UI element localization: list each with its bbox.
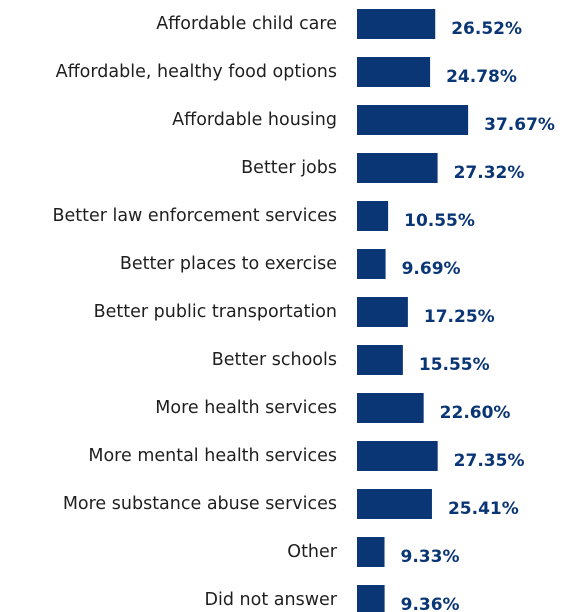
bar: [357, 489, 432, 519]
category-label: Affordable child care: [156, 14, 337, 34]
category-label: Better public transportation: [94, 302, 337, 322]
category-labels-group: Affordable child care Affordable, healthy…: [52, 14, 337, 610]
category-label: More mental health services: [88, 446, 337, 466]
value-label: 9.33%: [401, 547, 460, 567]
bar: [357, 201, 389, 231]
bar: [357, 393, 424, 423]
category-label: Better places to exercise: [120, 254, 337, 274]
bar: [357, 441, 438, 471]
value-label: 27.35%: [454, 451, 525, 471]
category-label: Better jobs: [241, 158, 337, 178]
bar: [357, 585, 385, 612]
value-label: 26.52%: [451, 19, 522, 39]
category-label: More substance abuse services: [63, 494, 337, 514]
bar: [357, 153, 438, 183]
bar: [357, 297, 408, 327]
bar: [357, 9, 436, 39]
value-label: 9.69%: [402, 259, 461, 279]
value-label: 17.25%: [424, 307, 495, 327]
bar: [357, 57, 431, 87]
category-label: Better schools: [212, 350, 337, 370]
category-label: Affordable housing: [172, 110, 337, 130]
category-label: More health services: [155, 398, 337, 418]
bar: [357, 345, 403, 375]
category-label: Did not answer: [205, 590, 338, 610]
bar: [357, 105, 469, 135]
value-label: 27.32%: [454, 163, 525, 183]
value-label: 22.60%: [440, 403, 511, 423]
bar: [357, 537, 385, 567]
value-label: 25.41%: [448, 499, 519, 519]
category-label: Better law enforcement services: [52, 206, 337, 226]
value-labels-group: 26.52% 24.78% 37.67% 27.32% 10.55% 9.69% 17.25…: [401, 19, 555, 612]
category-label: Other: [287, 542, 337, 562]
value-label: 10.55%: [404, 211, 475, 231]
bar: [357, 249, 386, 279]
value-label: 9.36%: [401, 595, 460, 612]
category-label: Affordable, healthy food options: [56, 62, 337, 82]
value-label: 24.78%: [446, 67, 517, 87]
value-label: 15.55%: [419, 355, 490, 375]
value-label: 37.67%: [484, 115, 555, 135]
bars-group: [357, 9, 469, 612]
